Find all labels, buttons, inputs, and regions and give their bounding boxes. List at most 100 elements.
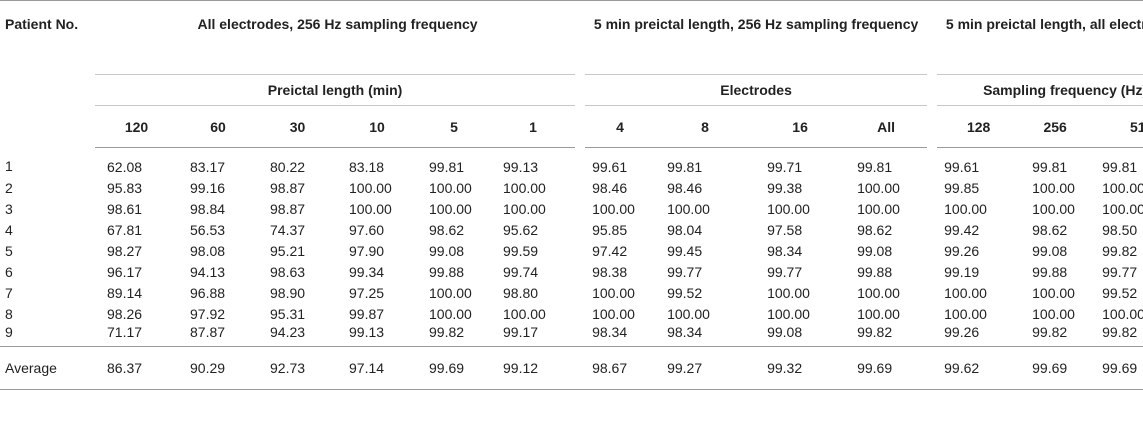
table-cell: 99.26 — [944, 324, 980, 340]
table-cell: 100.00 — [503, 305, 546, 322]
average-label: Average — [0, 346, 95, 390]
table-row: 4 67.81 56.53 74.37 97.60 98.62 95.62 95.85 98.0… — [0, 219, 1143, 240]
table-cell: 96.17 — [107, 263, 143, 280]
table-cell: 94.13 — [190, 263, 226, 280]
column-header: 512 — [1090, 105, 1143, 148]
table-cell: 100.00 — [429, 179, 472, 196]
patient-number: 9 — [5, 324, 13, 340]
table-cell: 99.82 — [1102, 242, 1138, 259]
table-cell: 99.69 — [1020, 346, 1091, 390]
table-cell: 99.59 — [503, 242, 539, 259]
table-cell: 100.00 — [1032, 200, 1075, 217]
column-header: 8 — [655, 105, 756, 148]
table-cell: 99.77 — [1102, 263, 1138, 280]
table-cell: 99.08 — [429, 242, 465, 259]
table-cell: 98.34 — [667, 324, 703, 340]
table-cell: 100.00 — [857, 284, 900, 301]
table-cell: 99.88 — [857, 263, 893, 280]
table-cell: 98.87 — [270, 179, 306, 196]
table-cell: 98.84 — [190, 200, 226, 217]
group-header-5min-256hz: 5 min preictal length, 256 Hz sampling f… — [580, 0, 933, 75]
table-cell: 99.12 — [491, 346, 581, 390]
table-cell: 97.25 — [349, 284, 385, 301]
table-cell: 99.69 — [417, 346, 491, 390]
table-cell: 100.00 — [503, 179, 546, 196]
table-cell: 99.82 — [1032, 324, 1068, 340]
subheader-sampling-frequency: Sampling frequency (Hz) — [927, 74, 1143, 106]
group-header-all-electrodes: All electrodes, 256 Hz sampling frequenc… — [95, 0, 581, 75]
column-header: 256 — [1020, 105, 1091, 148]
table-cell: 98.62 — [857, 221, 893, 238]
table-cell: 98.46 — [667, 179, 703, 196]
patient-number: 8 — [5, 305, 13, 322]
table-cell: 98.50 — [1102, 221, 1138, 238]
table-cell: 98.34 — [767, 242, 803, 259]
table-cell: 95.31 — [270, 305, 306, 322]
table-cell: 100.00 — [429, 284, 472, 301]
table-row: 1 62.08 83.17 80.22 83.18 99.81 99.13 99.61 99.8… — [0, 148, 1143, 178]
table-cell: 62.08 — [107, 158, 143, 175]
column-header: 128 — [927, 105, 1021, 148]
table-cell: 100.00 — [503, 200, 546, 217]
table-cell: 99.87 — [349, 305, 385, 322]
table-cell: 100.00 — [592, 200, 635, 217]
table-cell: 100.00 — [944, 284, 987, 301]
results-table: Patient No. All electrodes, 256 Hz sampl… — [0, 0, 1143, 390]
table-cell: 99.52 — [1102, 284, 1138, 301]
table-cell: 99.81 — [1032, 158, 1068, 175]
table-cell: 94.23 — [270, 324, 306, 340]
table-cell: 99.88 — [429, 263, 465, 280]
patient-number: 4 — [5, 221, 13, 238]
patient-no-header: Patient No. — [0, 0, 95, 148]
table-cell: 99.27 — [655, 346, 756, 390]
subheader-electrodes: Electrodes — [575, 74, 938, 106]
table-cell: 71.17 — [107, 324, 143, 340]
table-cell: 100.00 — [767, 305, 810, 322]
table-cell: 97.90 — [349, 242, 385, 259]
table-cell: 87.87 — [190, 324, 226, 340]
table-cell: 99.81 — [429, 158, 465, 175]
table-cell: 98.62 — [1032, 221, 1068, 238]
table-cell: 99.88 — [1032, 263, 1068, 280]
table-row: 7 89.14 96.88 98.90 97.25 100.00 98.80 100.00 99… — [0, 282, 1143, 303]
table-cell: 97.60 — [349, 221, 385, 238]
table-cell: 99.85 — [944, 179, 980, 196]
table-cell: 100.00 — [1102, 200, 1143, 217]
column-header: 1 — [491, 105, 586, 148]
table-cell: 99.08 — [857, 242, 893, 259]
table-cell: 98.34 — [592, 324, 628, 340]
table-cell: 100.00 — [592, 284, 635, 301]
table-row: 2 95.83 99.16 98.87 100.00 100.00 100.00 98.46 9… — [0, 177, 1143, 198]
table-cell: 99.77 — [667, 263, 703, 280]
table-cell: 74.37 — [270, 221, 306, 238]
group-header-5min-all-electrodes: 5 min preictal length, all electrodes — [932, 0, 1143, 75]
average-row: Average 86.37 90.29 92.73 97.14 99.69 99.12 98.… — [0, 346, 1143, 390]
table-cell: 98.04 — [667, 221, 703, 238]
patient-number: 1 — [5, 158, 13, 175]
table-cell: 99.13 — [349, 324, 385, 340]
table-cell: 100.00 — [1102, 179, 1143, 196]
table-cell: 100.00 — [857, 200, 900, 217]
table-cell: 98.38 — [592, 263, 628, 280]
table-cell: 99.42 — [944, 221, 980, 238]
table-cell: 99.34 — [349, 263, 385, 280]
table-cell: 98.27 — [107, 242, 143, 259]
patient-number: 5 — [5, 242, 13, 259]
table-cell: 98.90 — [270, 284, 306, 301]
table-cell: 97.58 — [767, 221, 803, 238]
table-cell: 99.69 — [845, 346, 933, 390]
patient-number: 7 — [5, 284, 13, 301]
table-cell: 95.62 — [503, 221, 539, 238]
table-cell: 95.85 — [592, 221, 628, 238]
table-cell: 99.77 — [767, 263, 803, 280]
table-cell: 80.22 — [270, 158, 306, 175]
table-cell: 86.37 — [95, 346, 178, 390]
table-cell: 100.00 — [429, 305, 472, 322]
table-cell: 98.63 — [270, 263, 306, 280]
table-cell: 89.14 — [107, 284, 143, 301]
table-row: 3 98.61 98.84 98.87 100.00 100.00 100.00 100.00… — [0, 198, 1143, 219]
table-cell: 83.17 — [190, 158, 226, 175]
table-cell: 98.08 — [190, 242, 226, 259]
table-cell: 96.88 — [190, 284, 226, 301]
column-header: 10 — [337, 105, 417, 148]
